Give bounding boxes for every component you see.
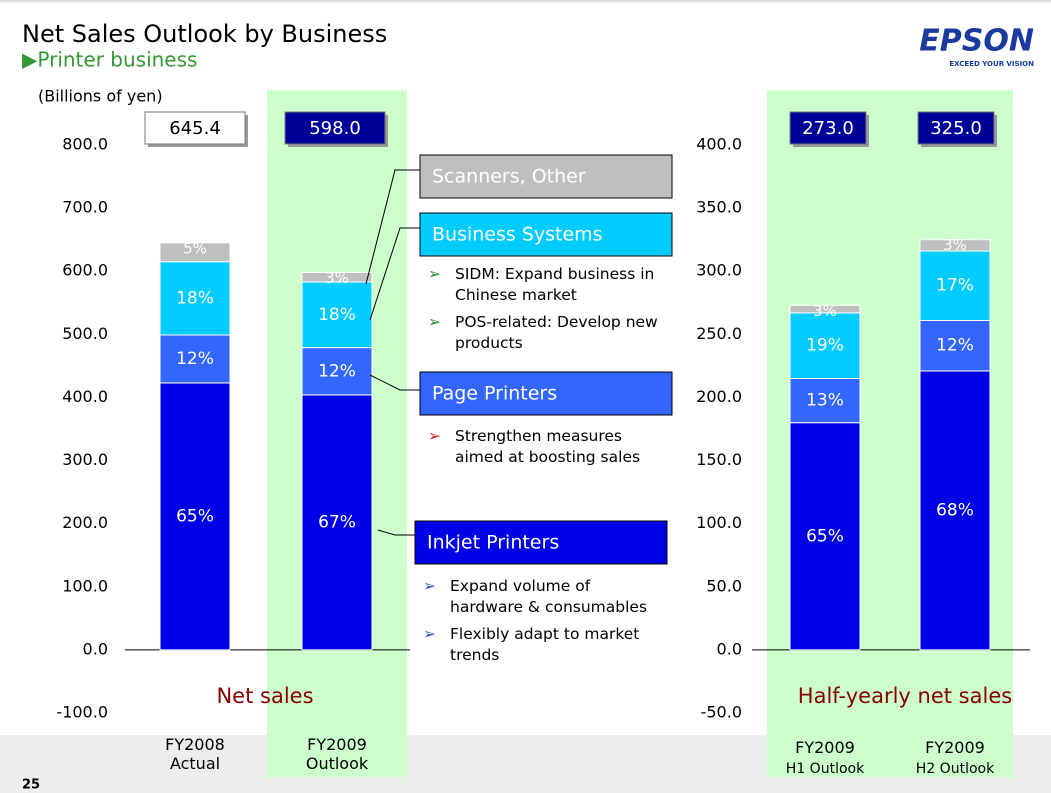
share-label: 67% bbox=[318, 512, 356, 532]
bar-segment bbox=[919, 239, 991, 252]
share-label: 18% bbox=[176, 288, 214, 308]
total-label: 325.0 bbox=[930, 118, 982, 139]
y-tick-label: -50.0 bbox=[701, 703, 742, 722]
share-label: 13% bbox=[806, 391, 844, 411]
bar-segment bbox=[789, 378, 861, 424]
leader-line bbox=[369, 374, 420, 391]
total-label: 273.0 bbox=[802, 118, 854, 139]
legend-label: Page Printers bbox=[432, 383, 557, 405]
logo: EPSON bbox=[919, 24, 1034, 59]
y-tick-label: 0.0 bbox=[83, 639, 108, 658]
chart-caption: Half-yearly net sales bbox=[798, 684, 1012, 708]
y-tick-label: 100.0 bbox=[62, 576, 108, 595]
bar-segment bbox=[919, 370, 991, 651]
x-tick-sublabel: H2 Outlook bbox=[915, 761, 995, 777]
x-tick-label: FY2009 Outlook bbox=[305, 735, 369, 773]
bar-segment bbox=[919, 319, 991, 372]
bar-segment bbox=[159, 382, 231, 651]
legend-label: Business Systems bbox=[432, 224, 603, 246]
note-list: Strengthen measures aimed at boosting sa… bbox=[420, 426, 720, 474]
y-tick-label: 800.0 bbox=[62, 135, 108, 154]
y-tick-label: 400.0 bbox=[62, 387, 108, 406]
legend-box bbox=[419, 154, 673, 199]
page-number: 25 bbox=[22, 778, 40, 793]
share-label: 3% bbox=[325, 269, 349, 287]
share-label: 12% bbox=[318, 361, 356, 381]
share-label: 68% bbox=[936, 500, 974, 520]
bar-segment bbox=[301, 271, 373, 283]
y-tick-label: 400.0 bbox=[696, 135, 742, 154]
y-tick-label: 0.0 bbox=[717, 639, 742, 658]
y-tick-label: 300.0 bbox=[62, 450, 108, 469]
legend-box bbox=[419, 212, 673, 257]
y-axis-label: (Billions of yen) bbox=[38, 87, 163, 106]
y-tick-label: 350.0 bbox=[696, 198, 742, 217]
y-tick-label: 600.0 bbox=[62, 261, 108, 280]
note: Expand volume of hardware & consumables bbox=[415, 576, 660, 618]
share-label: 3% bbox=[943, 236, 967, 254]
y-tick-label: 150.0 bbox=[696, 450, 742, 469]
note-list: Expand volume of hardware & consumables F… bbox=[415, 576, 715, 672]
y-tick-label: 500.0 bbox=[62, 324, 108, 343]
bar-segment bbox=[789, 304, 861, 314]
bar-segment bbox=[159, 242, 231, 263]
x-tick-label: FY2008 Actual bbox=[165, 735, 225, 773]
x-tick-label: FY2009 bbox=[795, 738, 855, 757]
y-tick-label: 50.0 bbox=[706, 576, 742, 595]
legend-label: Inkjet Printers bbox=[427, 532, 559, 554]
y-tick-label: 250.0 bbox=[696, 324, 742, 343]
legend-box bbox=[414, 520, 668, 565]
legend-label: Scanners, Other bbox=[432, 166, 586, 188]
note-list: SIDM: Expand business in Chinese market P… bbox=[420, 264, 720, 360]
leader-line bbox=[369, 227, 420, 321]
share-label: 5% bbox=[183, 239, 207, 257]
subtitle: ▶Printer business bbox=[22, 48, 197, 72]
x-tick-label: FY2009 bbox=[925, 738, 985, 757]
bar-segment bbox=[159, 334, 231, 384]
y-tick-label: 700.0 bbox=[62, 198, 108, 217]
bar-segment bbox=[301, 394, 373, 651]
note: POS-related: Develop new products bbox=[420, 312, 705, 354]
tagline: EXCEED YOUR VISION bbox=[949, 60, 1034, 68]
total-box bbox=[144, 111, 246, 145]
total-box bbox=[284, 111, 386, 145]
share-label: 12% bbox=[176, 349, 214, 369]
share-label: 19% bbox=[806, 336, 844, 356]
bar-segment bbox=[789, 422, 861, 651]
bar-segment bbox=[789, 312, 861, 380]
title: Net Sales Outlook by Business bbox=[22, 20, 387, 48]
chart-caption: Net sales bbox=[216, 684, 313, 708]
legend-box bbox=[419, 371, 673, 416]
note: SIDM: Expand business in Chinese market bbox=[420, 264, 705, 306]
share-label: 65% bbox=[176, 506, 214, 526]
share-label: 12% bbox=[936, 336, 974, 356]
bar-segment bbox=[159, 261, 231, 336]
share-label: 65% bbox=[806, 526, 844, 546]
y-tick-label: 300.0 bbox=[696, 261, 742, 280]
bar-segment bbox=[919, 250, 991, 321]
leader-line bbox=[365, 169, 420, 285]
total-box bbox=[917, 111, 995, 145]
share-label: 18% bbox=[318, 305, 356, 325]
leader-line bbox=[377, 529, 415, 536]
note: Flexibly adapt to market trends bbox=[415, 624, 660, 666]
y-tick-label: -100.0 bbox=[56, 703, 108, 722]
y-tick-label: 200.0 bbox=[62, 513, 108, 532]
share-label: 3% bbox=[813, 302, 837, 320]
note: Strengthen measures aimed at boosting sa… bbox=[420, 426, 665, 468]
total-label: 645.4 bbox=[169, 118, 221, 139]
x-tick-sublabel: H1 Outlook bbox=[785, 761, 865, 777]
total-box bbox=[789, 111, 867, 145]
share-label: 17% bbox=[936, 276, 974, 296]
y-tick-label: 100.0 bbox=[696, 513, 742, 532]
bar-segment bbox=[301, 347, 373, 396]
y-tick-label: 200.0 bbox=[696, 387, 742, 406]
total-label: 598.0 bbox=[309, 118, 361, 139]
